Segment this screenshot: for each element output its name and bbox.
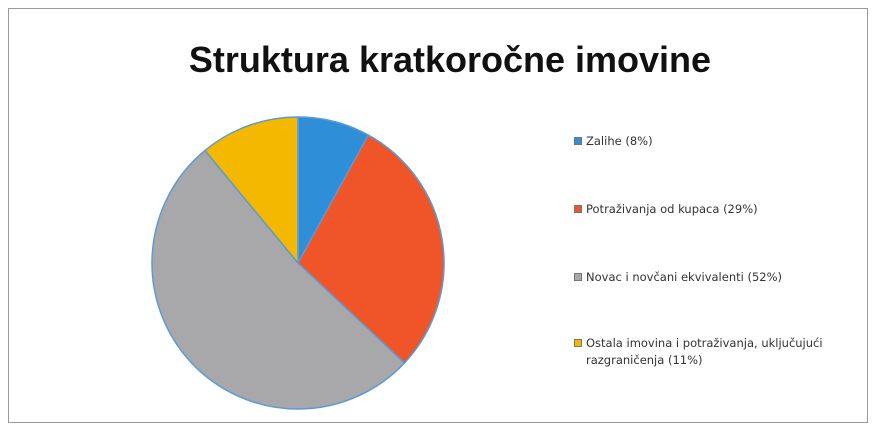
- legend-item: Ostala imovina i potraživanja, uključuju…: [574, 335, 854, 369]
- legend-item: Zalihe (8%): [574, 133, 854, 150]
- legend-label: Zalihe (8%): [586, 134, 653, 148]
- legend-item: Novac i novčani ekvivalenti (52%): [574, 269, 854, 286]
- legend-swatch: [574, 339, 582, 347]
- legend-swatch: [574, 205, 582, 213]
- legend-swatch: [574, 273, 582, 281]
- legend-label: Novac i novčani ekvivalenti (52%): [586, 270, 782, 284]
- legend-label: Potraživanja od kupaca (29%): [586, 202, 758, 216]
- legend-item: Potraživanja od kupaca (29%): [574, 201, 854, 218]
- chart-frame: [8, 8, 868, 423]
- pie-slice: [203, 116, 299, 266]
- chart-title: Struktura kratkoročne imovine: [189, 39, 711, 80]
- legend-swatch: [574, 137, 582, 145]
- legend-label: Ostala imovina i potraživanja, uključuju…: [586, 336, 823, 367]
- pie: [151, 116, 445, 410]
- pie-slice: [297, 134, 445, 365]
- pie-slice: [151, 149, 406, 410]
